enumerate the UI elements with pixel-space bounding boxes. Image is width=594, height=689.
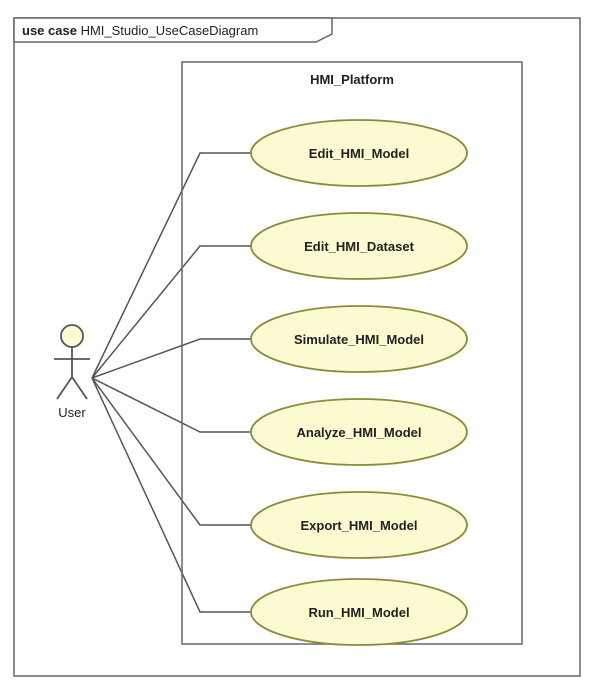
actor-leg-icon [57,377,72,399]
usecase-label: Simulate_HMI_Model [294,332,424,347]
diagram-frame-title-name: HMI_Studio_UseCaseDiagram [81,23,259,38]
actor-label: User [58,405,86,420]
diagram-frame-title-prefix: use case [22,23,77,38]
usecase-label: Run_HMI_Model [308,605,409,620]
usecase-label: Export_HMI_Model [300,518,417,533]
diagram-frame-title: use case HMI_Studio_UseCaseDiagram [22,23,258,38]
usecase-label: Edit_HMI_Model [309,146,409,161]
usecase-label: Analyze_HMI_Model [297,425,422,440]
system-boundary-label: HMI_Platform [310,72,394,87]
actor-head-icon [61,325,83,347]
use-case-diagram: use case HMI_Studio_UseCaseDiagram HMI_Pl… [0,0,594,689]
usecase-label: Edit_HMI_Dataset [304,239,414,254]
actor-leg-icon [72,377,87,399]
